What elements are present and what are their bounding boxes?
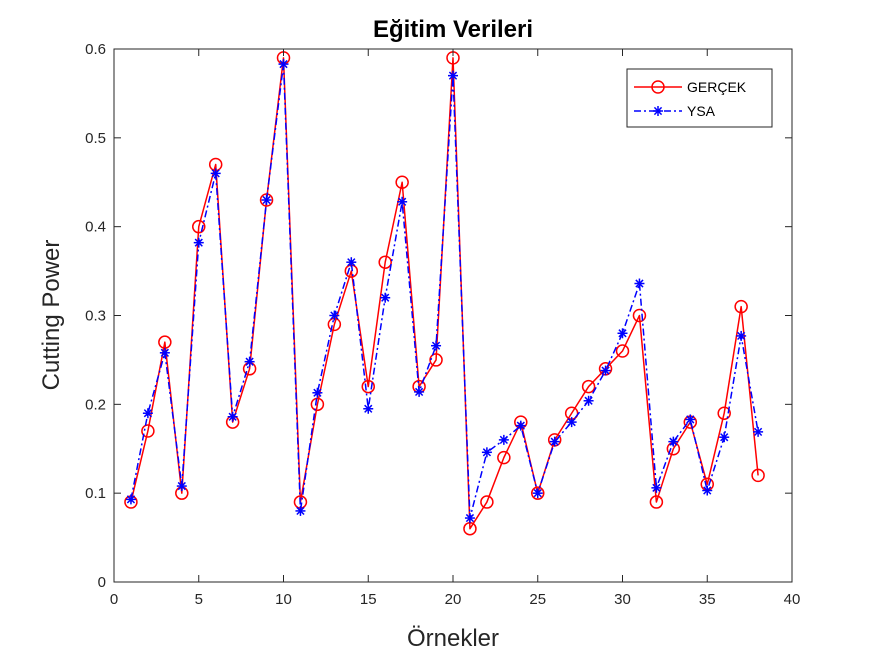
y-tick-label: 0.3 (85, 308, 106, 325)
data-point-gercek (141, 424, 155, 438)
y-tick-label: 0.2 (85, 396, 106, 413)
x-axis-title: Örnekler (407, 625, 499, 652)
y-tick-label: 0.1 (85, 485, 106, 502)
data-point-ysa (566, 417, 577, 428)
x-tick-label: 20 (445, 591, 462, 608)
data-point-gercek (751, 468, 765, 483)
series-line-ysa (130, 63, 759, 519)
legend-label-gercek: GERÇEK (687, 79, 747, 95)
data-point-ysa (278, 59, 289, 70)
data-point-ysa (617, 328, 628, 339)
data-point-ysa (736, 330, 747, 341)
legend-label-ysa: YSA (687, 103, 716, 119)
data-point-ysa (600, 365, 611, 376)
data-point-gercek (497, 450, 511, 465)
legend-marker-gercek (651, 80, 665, 94)
y-tick-label: 0.5 (85, 130, 106, 147)
y-axis-title: Cutting Power (38, 240, 65, 391)
data-point-gercek (531, 486, 545, 500)
x-tick-label: 35 (699, 591, 716, 608)
data-point-gercek (395, 175, 409, 189)
x-tick-label: 5 (195, 591, 203, 608)
data-point-gercek (480, 495, 494, 509)
data-point-gercek (361, 379, 375, 394)
data-point-ysa (142, 408, 153, 419)
x-tick-label: 25 (529, 591, 546, 608)
data-point-ysa (176, 481, 187, 492)
y-tick-label: 0 (98, 574, 106, 591)
y-tick-label: 0.6 (85, 41, 106, 58)
data-point-ysa (464, 513, 475, 524)
data-point-gercek (429, 353, 443, 367)
x-tick-label: 30 (614, 591, 631, 608)
data-point-gercek (615, 344, 630, 358)
data-point-ysa (227, 411, 238, 422)
plot-area (114, 49, 792, 582)
data-point-ysa (431, 340, 442, 351)
data-point-ysa (329, 310, 340, 321)
data-point-ysa (346, 257, 357, 268)
data-point-ysa (719, 432, 730, 443)
data-point-ysa (583, 395, 594, 406)
data-point-ysa (363, 403, 374, 414)
data-point-ysa (702, 485, 713, 496)
data-point-ysa (414, 386, 425, 397)
series-layer (124, 51, 765, 536)
data-point-ysa (312, 387, 323, 398)
data-point-ysa (210, 168, 221, 179)
legend-marker-ysa (653, 106, 663, 116)
data-point-ysa (295, 505, 306, 516)
data-point-ysa (193, 237, 204, 248)
data-point-ysa (261, 195, 272, 206)
data-point-gercek (717, 406, 731, 420)
data-point-gercek (734, 299, 748, 314)
series-ysa (125, 59, 764, 524)
x-tick-label: 40 (784, 591, 801, 608)
legend-box (626, 68, 773, 128)
data-point-ysa (668, 436, 679, 447)
chart-title: Eğitim Verileri (373, 16, 533, 43)
data-point-ysa (634, 278, 645, 289)
x-tick-label: 10 (275, 591, 292, 608)
data-point-ysa (651, 482, 662, 493)
data-point-ysa (159, 347, 170, 358)
data-point-gercek (378, 255, 392, 269)
data-point-ysa (380, 292, 391, 303)
data-point-ysa (515, 420, 526, 431)
data-point-ysa (244, 356, 255, 367)
data-point-gercek (310, 397, 325, 412)
data-point-gercek (192, 219, 206, 234)
data-point-ysa (685, 414, 696, 425)
data-point-gercek (632, 308, 647, 323)
data-point-gercek (649, 495, 664, 509)
data-point-ysa (498, 434, 509, 445)
data-point-ysa (532, 488, 543, 499)
data-point-ysa (481, 447, 492, 458)
y-tick-label: 0.4 (85, 219, 106, 236)
x-tick-label: 0 (110, 591, 118, 608)
data-point-ysa (125, 494, 136, 505)
data-point-ysa (549, 436, 560, 447)
data-point-gercek (581, 379, 596, 394)
data-point-ysa (448, 70, 458, 81)
data-point-ysa (397, 196, 408, 207)
x-tick-label: 15 (360, 591, 377, 608)
data-point-ysa (753, 426, 764, 437)
legend: GERÇEK YSA (626, 68, 773, 128)
tick-layer: 0 5 10 15 20 25 30 35 40 0 0.1 0.2 0.3 0.4 0.5 0.6 (85, 41, 800, 608)
